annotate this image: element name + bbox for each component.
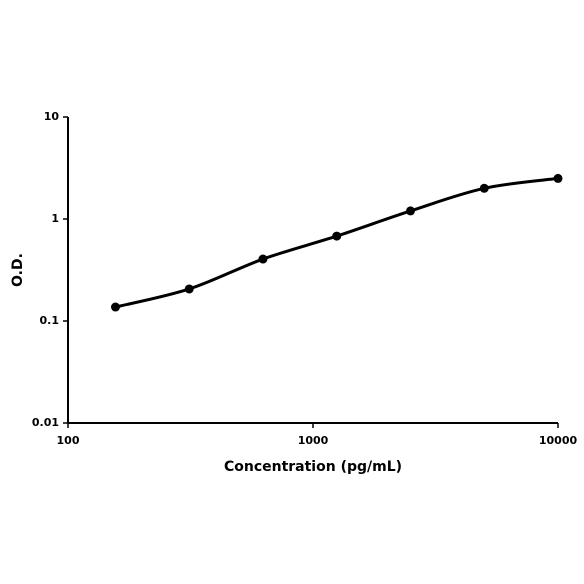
y-tick-label: 1 xyxy=(51,212,59,225)
y-tick-label: 0.1 xyxy=(40,314,60,327)
point xyxy=(184,284,194,294)
point xyxy=(258,254,268,264)
x-axis-title: Concentration (pg/mL) xyxy=(224,459,402,475)
y-axis-title: O.D. xyxy=(10,253,26,287)
point xyxy=(110,302,120,312)
point xyxy=(405,206,415,216)
line xyxy=(115,176,559,309)
point xyxy=(553,173,563,183)
x-tick-label: 10000 xyxy=(539,434,578,447)
x-tick-label: 1000 xyxy=(298,434,329,447)
x-tick-label: 100 xyxy=(57,434,80,447)
point xyxy=(479,183,489,193)
y-tick-label: 10 xyxy=(44,110,60,123)
point xyxy=(332,231,342,241)
y-tick-label: 0.01 xyxy=(32,416,59,429)
